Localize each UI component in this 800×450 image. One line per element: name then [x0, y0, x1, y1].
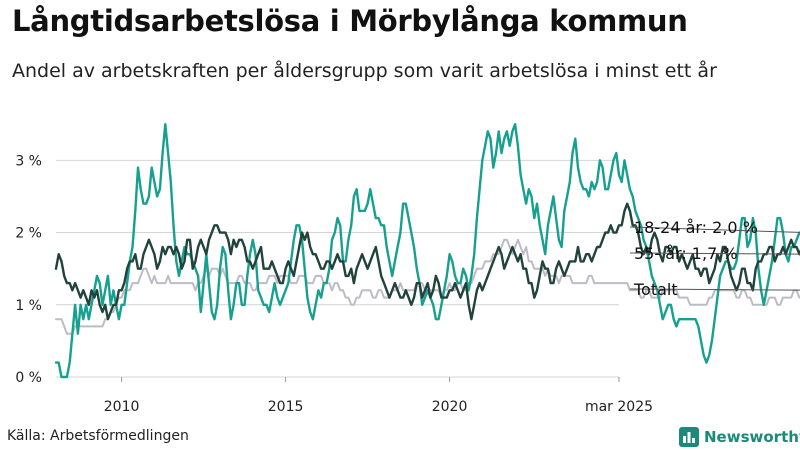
label-leader [629, 226, 800, 233]
x-axis: 2010 2015 2020 mar 2025 [104, 377, 653, 415]
source-note: Källa: Arbetsförmedlingen [7, 428, 189, 444]
brand-logo[interactable]: Newsworthy [679, 426, 800, 448]
series-layer [54, 122, 800, 379]
chart-title: Långtidsarbetslösa i Mörbylånga kommun [12, 4, 688, 38]
x-tick-label: mar 2025 [585, 399, 653, 415]
y-tick-label: 0 % [15, 370, 42, 386]
y-tick-label: 2 % [15, 226, 42, 242]
series-line-older [54, 202, 800, 321]
brand-name: Newsworthy [704, 428, 800, 446]
series-label-total: Totalt [633, 280, 678, 299]
label-leader [629, 252, 800, 255]
series-label-youth: 18-24 år: 2,0 % [634, 218, 758, 237]
x-tick-label: 2015 [268, 399, 304, 415]
bar-chart-icon [679, 427, 699, 447]
line-chart: 0 % 1 % 2 % 3 % 2010 2015 2020 mar 2025 18-24 … [15, 122, 800, 415]
label-leader [629, 288, 800, 291]
x-tick-label: 2020 [432, 399, 468, 415]
y-tick-label: 3 % [15, 153, 42, 169]
series-label-older: 55- år: 1,7 % [634, 244, 738, 263]
chart-subtitle: Andel av arbetskraften per åldersgrupp s… [12, 60, 717, 82]
x-tick-label: 2010 [104, 399, 140, 415]
y-axis: 0 % 1 % 2 % 3 % [15, 153, 42, 386]
y-tick-label: 1 % [15, 298, 42, 314]
grid-layer [56, 159, 619, 378]
series-line-total [55, 238, 800, 335]
end-labels: 18-24 år: 2,0 % 55- år: 1,7 % Totalt [629, 218, 800, 299]
